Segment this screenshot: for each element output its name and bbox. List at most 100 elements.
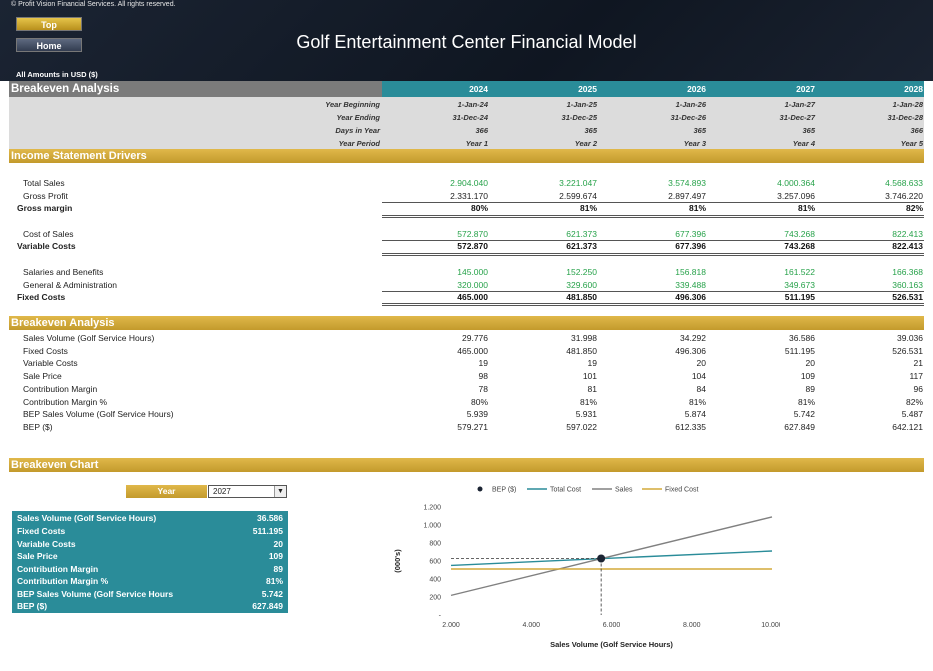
summary-value: 81% — [265, 576, 283, 586]
year-dropdown[interactable]: 2027 ▼ — [208, 485, 287, 498]
cell-value: 526.531 — [892, 346, 923, 356]
cell-value: 101 — [582, 371, 597, 381]
cell-value: 81 — [587, 384, 597, 394]
summary-label: Fixed Costs — [17, 526, 66, 536]
y-tick-label: 800 — [429, 541, 441, 548]
row-label: Year Period — [338, 139, 380, 148]
row-label: Days in Year — [335, 126, 380, 135]
cell-value: 621.373 — [566, 229, 597, 239]
cell-value: 822.413 — [892, 229, 923, 239]
row-label: Sale Price — [23, 371, 62, 381]
home-button[interactable]: Home — [16, 38, 82, 52]
year-selector-label: Year — [126, 485, 207, 498]
bep-point — [597, 554, 606, 563]
period-row: Year Period Year 1 Year 2 Year 3 Year 4 … — [9, 137, 924, 150]
cell-value: 511.195 — [784, 292, 815, 302]
summary-row: Sales Volume (Golf Service Hours) 36.586 — [12, 512, 288, 525]
cell-value: 3.221.047 — [559, 178, 597, 188]
row-label: BEP ($) — [23, 422, 53, 432]
cell-value: 81% — [797, 203, 815, 213]
top-button[interactable]: Top — [16, 17, 82, 31]
year-header: 2024 — [469, 84, 488, 94]
row-divider — [382, 215, 924, 218]
table-row: Variable Costs 19 19 20 20 21 — [9, 357, 924, 369]
cell-value: 465.000 — [457, 346, 488, 356]
table-row: Contribution Margin % 80% 81% 81% 81% 82… — [9, 396, 924, 408]
summary-row: Contribution Margin % 81% — [12, 575, 288, 588]
row-label: Variable Costs — [17, 241, 76, 251]
cell-value: 80% — [470, 203, 488, 213]
cell-value: 1-Jan-26 — [675, 100, 706, 109]
header-banner: © Profit Vision Financial Services. All … — [0, 0, 933, 81]
row-label: Year Beginning — [325, 100, 380, 109]
legend-label: Total Cost — [550, 487, 581, 494]
summary-row: BEP ($) 627.849 — [12, 600, 288, 613]
year-header: 2026 — [687, 84, 706, 94]
chart-canvas: - 200 400 600 800 1.000 1.200 2.000 4.000 6.000 8.… — [393, 486, 780, 649]
row-label: Total Sales — [23, 178, 65, 188]
cell-value: 1-Jan-27 — [784, 100, 815, 109]
cell-value: 166.368 — [892, 267, 923, 277]
summary-label: Variable Costs — [17, 538, 76, 549]
cell-value: 3.257.096 — [777, 191, 815, 201]
summary-value: 109 — [268, 551, 283, 561]
row-label: Year Ending — [336, 113, 380, 122]
x-tick-label: 2.000 — [442, 622, 460, 629]
cell-value: 339.488 — [675, 280, 706, 290]
summary-label: Sales Volume (Golf Service Hours) — [17, 513, 157, 523]
cell-value: Year 2 — [574, 139, 597, 148]
summary-value: 20 — [273, 538, 283, 549]
cell-value: 82% — [905, 397, 923, 407]
legend-label: Sales — [615, 487, 633, 494]
cell-value: 19 — [587, 358, 597, 368]
summary-label: Contribution Margin — [17, 563, 99, 574]
summary-row: Sale Price 109 — [12, 550, 288, 563]
income-section-header: Income Statement Drivers — [9, 149, 924, 163]
table-row: BEP ($) 579.271 597.022 612.335 627.849 … — [9, 421, 924, 433]
y-tick-label: 1.000 — [423, 523, 441, 530]
cell-value: 117 — [909, 371, 923, 381]
cell-value: 82% — [905, 203, 923, 213]
summary-label: BEP Sales Volume (Golf Service Hours — [17, 588, 174, 599]
row-label: Fixed Costs — [17, 292, 66, 302]
cell-value: 465.000 — [457, 292, 488, 302]
cell-value: 677.396 — [675, 241, 706, 251]
row-label: Contribution Margin % — [23, 397, 108, 407]
breakeven-section-header: Breakeven Analysis — [9, 316, 924, 330]
cell-value: 109 — [800, 371, 815, 381]
cell-value: 1-Jan-28 — [892, 100, 923, 109]
summary-value: 36.586 — [257, 513, 283, 523]
cell-value: 329.600 — [566, 280, 597, 290]
table-row: Sales Volume (Golf Service Hours) 29.776… — [9, 332, 924, 344]
summary-label: Contribution Margin % — [17, 576, 109, 586]
cell-value: 2.331.170 — [450, 191, 488, 201]
table-row: Contribution Margin 78 81 84 89 96 — [9, 383, 924, 395]
cell-value: 81% — [579, 203, 597, 213]
x-tick-label: 6.000 — [603, 622, 621, 629]
cell-value: 2.904.040 — [450, 178, 488, 188]
cell-value: 3.746.220 — [885, 191, 923, 201]
cell-value: 20 — [696, 358, 706, 368]
cell-value: 29.776 — [462, 333, 488, 343]
row-divider — [382, 253, 924, 256]
cell-value: 31-Dec-25 — [561, 113, 597, 122]
table-row: Total Sales 2.904.040 3.221.047 3.574.89… — [9, 177, 924, 189]
cell-value: 4.568.633 — [885, 178, 923, 188]
cell-value: 80% — [470, 397, 488, 407]
cell-value: 481.850 — [566, 346, 597, 356]
cell-value: 743.268 — [784, 241, 815, 251]
cell-value: 822.413 — [892, 241, 923, 251]
cell-value: 39.036 — [897, 333, 923, 343]
legend-label: BEP ($) — [492, 487, 516, 494]
row-divider — [382, 202, 924, 203]
cell-value: 612.335 — [675, 422, 706, 432]
table-row: BEP Sales Volume (Golf Service Hours) 5.… — [9, 408, 924, 420]
year-header: 2025 — [578, 84, 597, 94]
year-dropdown-value: 2027 — [213, 487, 231, 496]
cell-value: 365 — [693, 126, 706, 135]
summary-row: BEP Sales Volume (Golf Service Hours 5.74… — [12, 588, 288, 601]
cell-value: 597.022 — [566, 422, 597, 432]
row-label: Contribution Margin — [23, 384, 98, 394]
cell-value: 365 — [584, 126, 597, 135]
chevron-down-icon[interactable]: ▼ — [274, 486, 286, 497]
